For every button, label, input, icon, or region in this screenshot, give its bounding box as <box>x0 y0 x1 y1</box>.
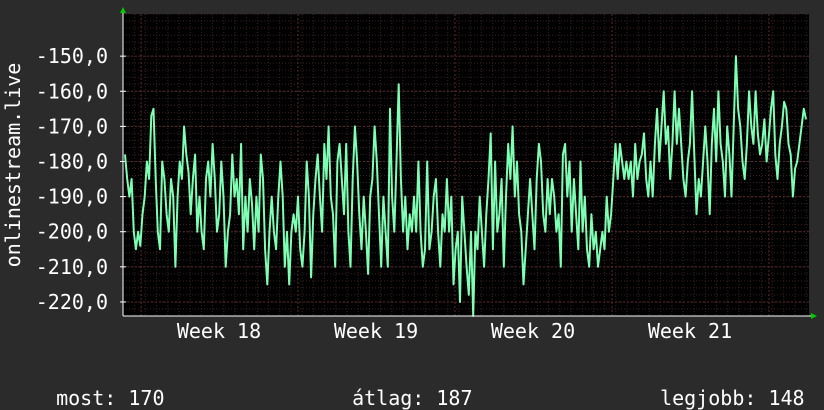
y-tick-label: -200,0 <box>36 220 108 244</box>
y-tick-label: -160,0 <box>36 79 108 103</box>
footer-now: most: 170 <box>32 362 164 410</box>
x-tick-label: Week 21 <box>648 319 732 343</box>
average-label: átlag: <box>352 386 425 410</box>
now-value: 170 <box>128 386 165 410</box>
y-tick-label: -220,0 <box>36 290 108 314</box>
x-tick-label: Week 18 <box>177 319 261 343</box>
average-value: 187 <box>436 386 473 410</box>
y-tick-label: -210,0 <box>36 255 108 279</box>
y-tick-label: -190,0 <box>36 185 108 209</box>
y-axis-ticks: -150,0 -160,0 -170,0 -180,0 -190,0 -200,0 -210… <box>36 44 126 314</box>
x-tick-label: Week 19 <box>334 319 418 343</box>
x-axis-arrow-icon <box>811 313 817 319</box>
series-line <box>124 55 807 317</box>
footer-best: legjobb: 148 <box>636 362 805 410</box>
best-value: 148 <box>768 386 805 410</box>
x-tick-label: Week 20 <box>491 319 575 343</box>
best-label: legjobb: <box>660 386 757 410</box>
y-axis-label: onlinestream.live <box>1 63 25 268</box>
now-label: most: <box>56 386 117 410</box>
footer-average: átlag: 187 <box>328 362 473 410</box>
y-tick-label: -180,0 <box>36 149 108 173</box>
y-tick-label: -170,0 <box>36 114 108 138</box>
x-axis-ticks: Week 18 Week 19 Week 20 Week 21 <box>177 319 732 343</box>
y-tick-label: -150,0 <box>36 44 108 68</box>
y-axis-arrow-icon <box>120 7 126 13</box>
